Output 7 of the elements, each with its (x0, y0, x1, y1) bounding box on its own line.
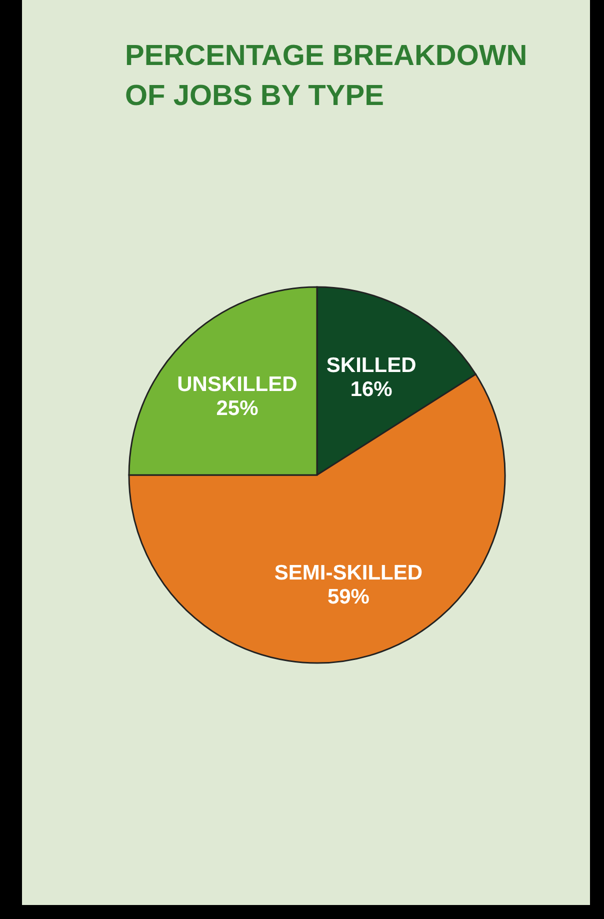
data-label: 59% (327, 585, 370, 608)
chart-title: PERCENTAGE BREAKDOWN OF JOBS BY TYPE (125, 39, 528, 114)
data-label: 16% (350, 378, 393, 402)
data-label: 25% (216, 397, 259, 420)
slice-label: UNSKILLED (177, 373, 298, 396)
slice-label: SEMI-SKILLED (274, 561, 423, 584)
slice-label: SKILLED (326, 354, 416, 378)
